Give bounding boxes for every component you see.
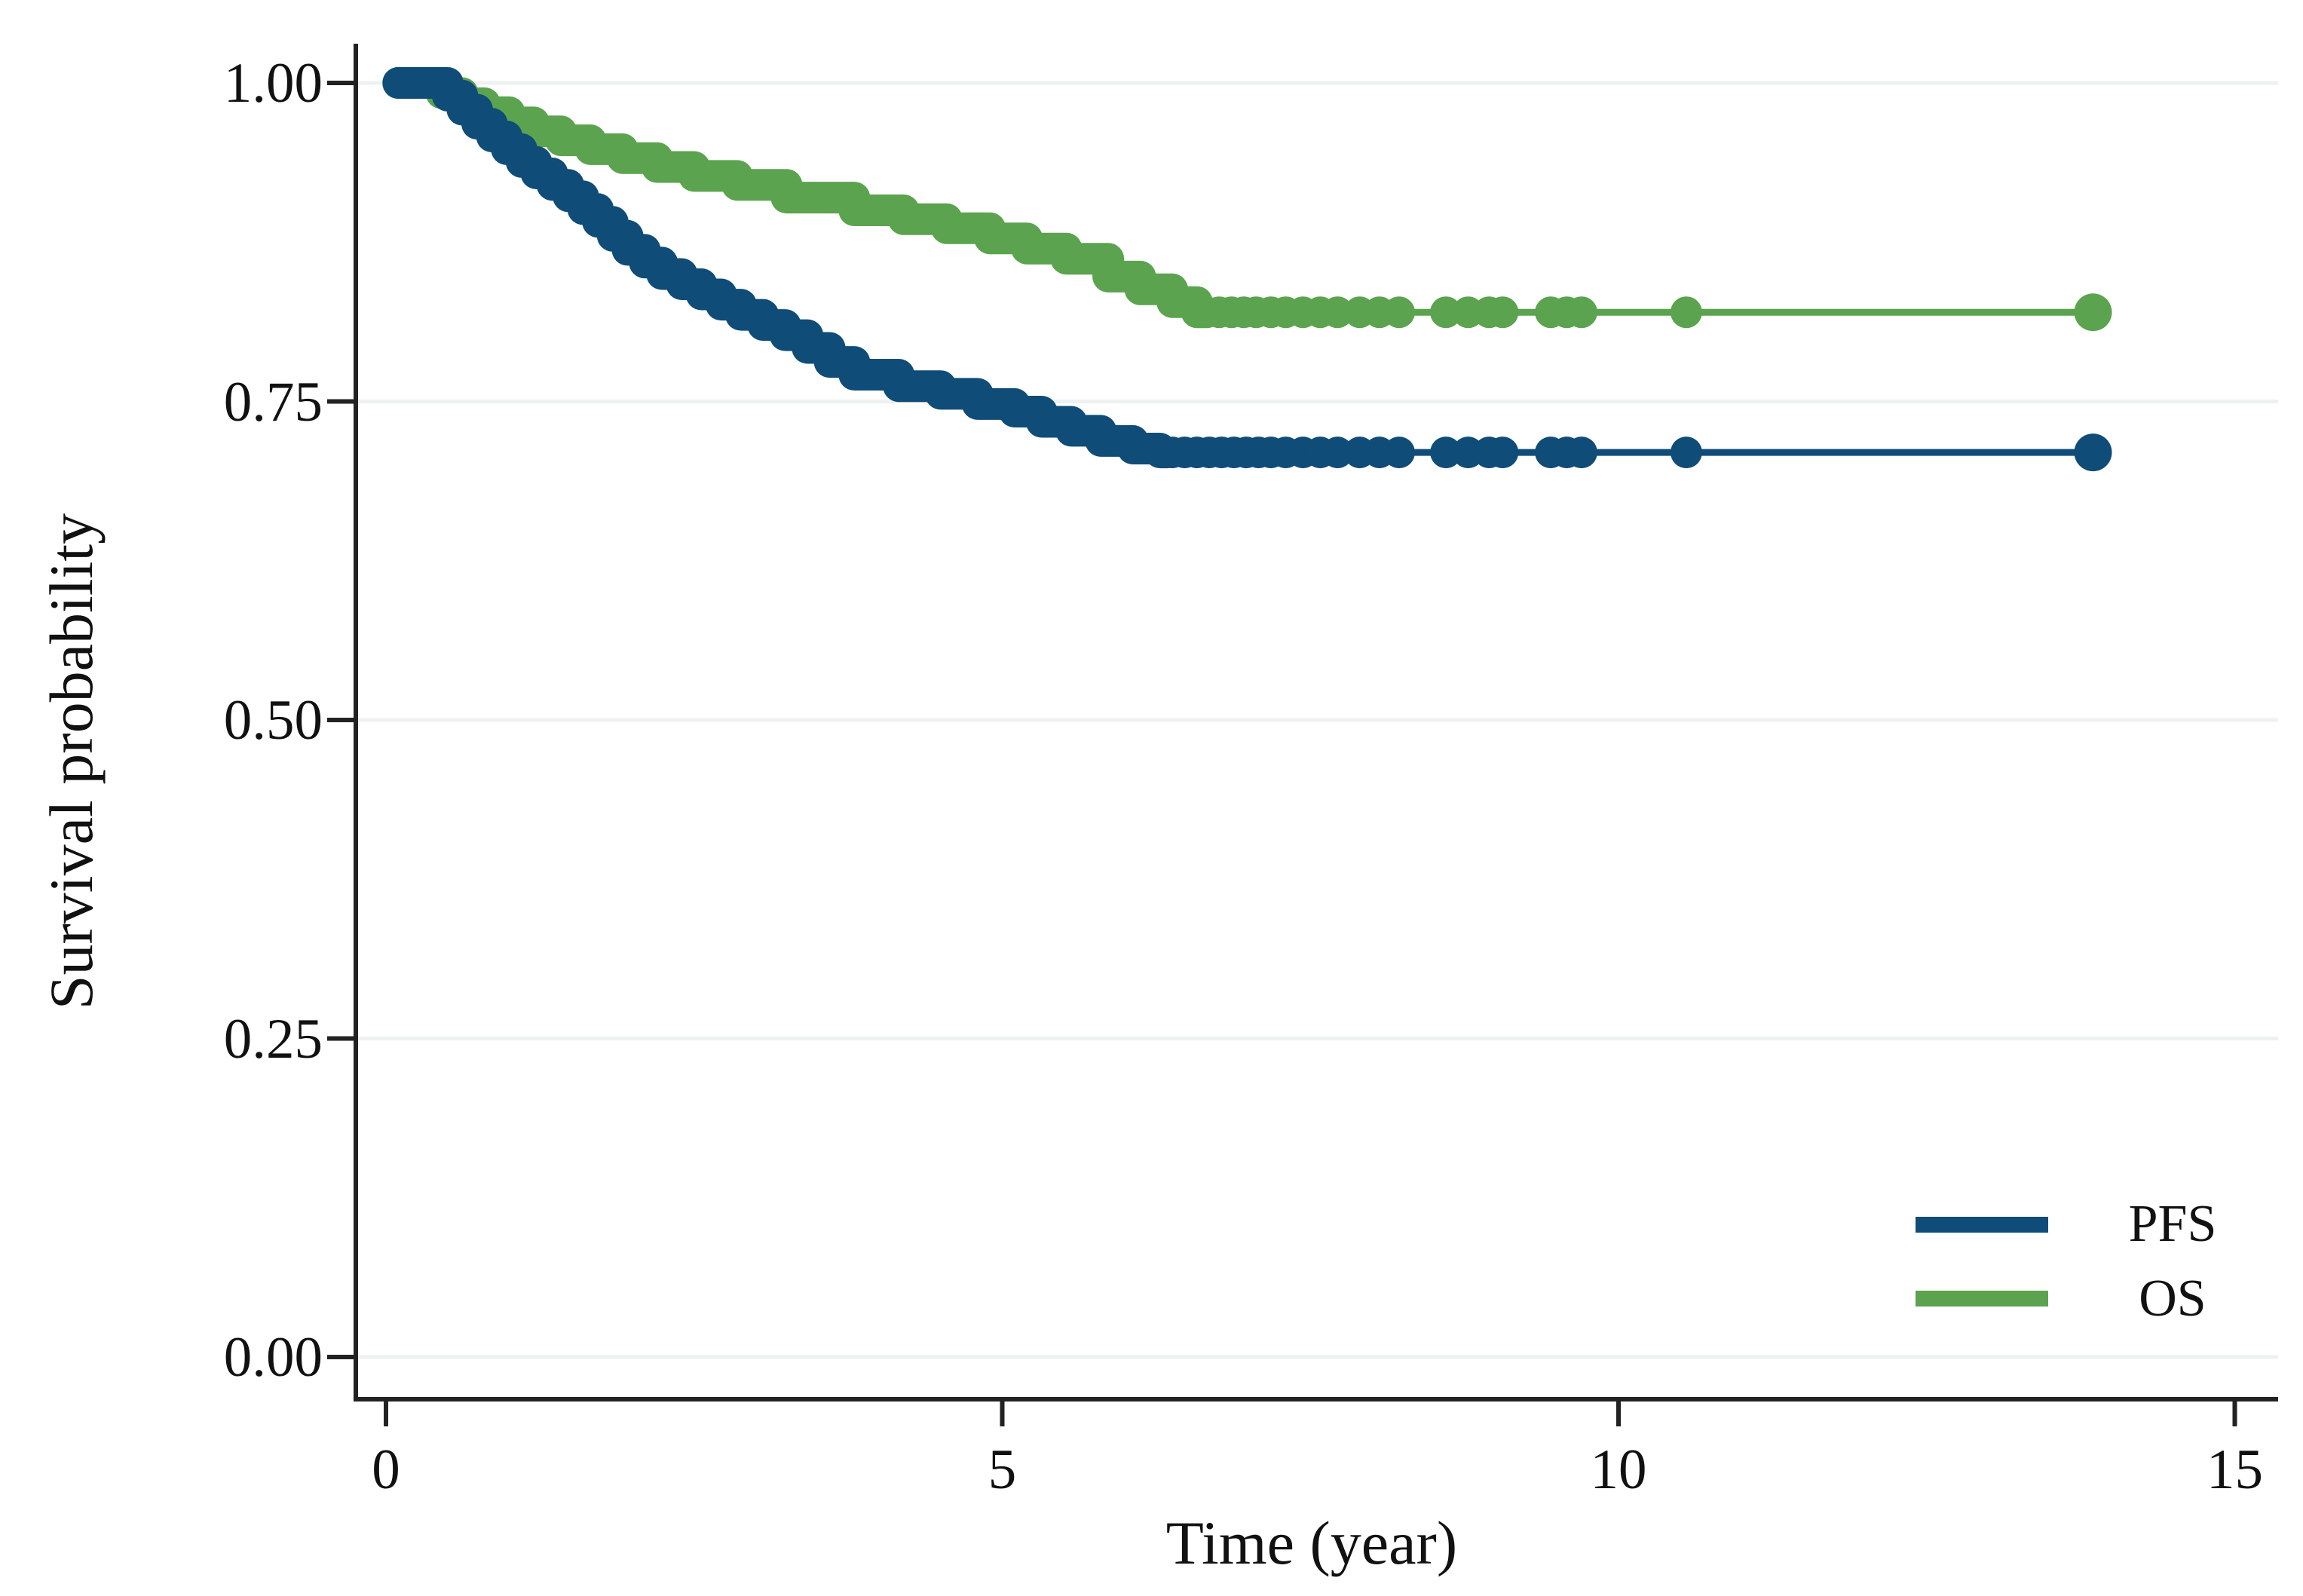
y-tick-label: 0.00: [223, 1326, 323, 1389]
censor-dot-pfs: [1383, 437, 1415, 469]
censor-dot-os: [1321, 296, 1354, 329]
x-tick-label: 0: [372, 1438, 400, 1501]
survival-curve-os: [382, 67, 1220, 329]
x-tick-label: 15: [2207, 1438, 2263, 1501]
survival-curve-pfs: [382, 67, 1184, 469]
censor-dot-os: [1487, 296, 1519, 329]
censor-dot-pfs: [1430, 437, 1462, 469]
censor-dot-os: [1430, 296, 1462, 329]
censor-dot-pfs: [1487, 437, 1519, 469]
censor-dot-os: [1383, 296, 1415, 329]
legend-label-os: OS: [2139, 1270, 2207, 1328]
x-tick-label: 10: [1590, 1438, 1647, 1501]
legend-swatch-pfs: [1916, 1217, 2048, 1233]
censor-dot-pfs: [1321, 437, 1354, 469]
y-tick-label: 1.00: [223, 52, 323, 115]
y-tick-label: 0.75: [223, 370, 323, 433]
end-dot-os: [2074, 293, 2112, 332]
x-axis-title: Time (year): [1165, 1509, 1458, 1577]
end-dot-pfs: [2074, 433, 2112, 472]
censor-dot-os: [1565, 296, 1597, 329]
y-axis-title: Survival probability: [37, 513, 106, 1010]
censor-dot-pfs: [1565, 437, 1597, 469]
y-tick-label: 0.50: [223, 689, 323, 752]
censor-dot-os: [1670, 296, 1702, 329]
censor-dot-pfs: [1670, 437, 1702, 469]
legend-label-pfs: PFS: [2128, 1195, 2217, 1253]
legend-swatch-os: [1916, 1291, 2048, 1307]
x-tick-label: 5: [988, 1438, 1017, 1501]
start-dot-pfs: [382, 67, 415, 99]
y-tick-label: 0.25: [223, 1007, 323, 1071]
